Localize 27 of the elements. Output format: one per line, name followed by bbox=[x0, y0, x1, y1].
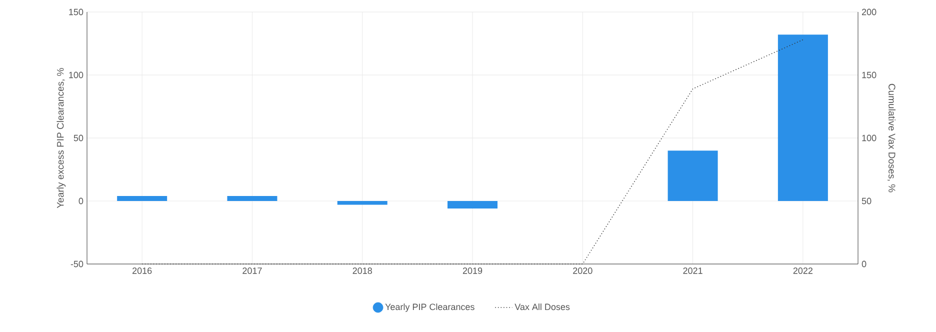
y-tick-label: 150 bbox=[69, 8, 84, 16]
bar bbox=[227, 196, 278, 201]
y2-tick-label: 50 bbox=[862, 198, 872, 204]
x-tick-label: 2020 bbox=[573, 268, 592, 274]
y2-tick-label: 0 bbox=[862, 260, 866, 268]
y2-tick-label: 150 bbox=[862, 72, 876, 78]
y2-axis-title: Cumulative Vax Doses, % bbox=[887, 84, 896, 192]
bar bbox=[117, 196, 168, 201]
x-tick-label: 2018 bbox=[352, 268, 372, 274]
y2-tick-label: 100 bbox=[862, 134, 876, 142]
y-tick-label: -50 bbox=[70, 260, 84, 268]
x-tick-label: 2021 bbox=[683, 268, 702, 274]
bar bbox=[337, 201, 388, 205]
bar bbox=[448, 201, 498, 209]
x-tick-label: 2019 bbox=[462, 268, 482, 274]
y-tick-label: 100 bbox=[69, 72, 84, 78]
y-tick-label: 50 bbox=[74, 134, 84, 142]
x-tick-label: 2017 bbox=[242, 268, 262, 274]
y-tick-label: 0 bbox=[78, 198, 84, 204]
legend-label: Vax All Doses bbox=[514, 303, 570, 310]
y-axis-title: Yearly excess PIP Clearances, % bbox=[56, 68, 66, 208]
x-tick-label: 2016 bbox=[132, 268, 152, 274]
bar bbox=[668, 150, 718, 201]
x-tick-label: 2022 bbox=[793, 268, 812, 274]
bar bbox=[778, 34, 828, 201]
legend-label: Yearly PIP Clearances bbox=[385, 303, 474, 312]
y2-tick-label: 200 bbox=[862, 8, 876, 16]
